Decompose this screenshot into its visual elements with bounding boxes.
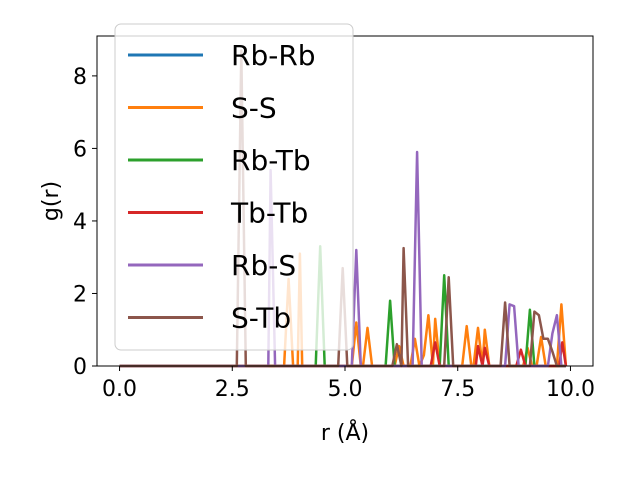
legend: Rb-Rb S-S Rb-Tb Tb-Tb Rb-S S-Tb [114, 23, 354, 351]
legend-frame [114, 23, 354, 351]
y-tick-label: 0 [73, 355, 87, 380]
legend-label: Rb-Tb [231, 144, 311, 177]
y-tick-label: 8 [73, 65, 87, 90]
y-tick-label: 4 [73, 210, 87, 235]
x-tick-label: 10.0 [546, 377, 595, 402]
legend-label: Rb-Rb [231, 39, 316, 72]
x-axis: 0.0 2.5 5.0 7.5 10.0 [102, 366, 595, 402]
legend-label: Rb-S [231, 249, 296, 282]
x-tick-label: 2.5 [215, 377, 250, 402]
x-tick-label: 0.0 [102, 377, 137, 402]
x-axis-label: r (Å) [321, 419, 369, 446]
y-axis-label: g(r) [39, 181, 64, 221]
y-tick-label: 6 [73, 137, 87, 162]
y-axis: 0 2 4 6 8 [73, 65, 97, 380]
x-tick-label: 7.5 [440, 377, 475, 402]
legend-label: S-Tb [231, 302, 291, 335]
legend-label: Tb-Tb [230, 197, 308, 230]
legend-label: S-S [231, 92, 277, 125]
x-tick-label: 5.0 [328, 377, 363, 402]
y-tick-label: 2 [73, 282, 87, 307]
